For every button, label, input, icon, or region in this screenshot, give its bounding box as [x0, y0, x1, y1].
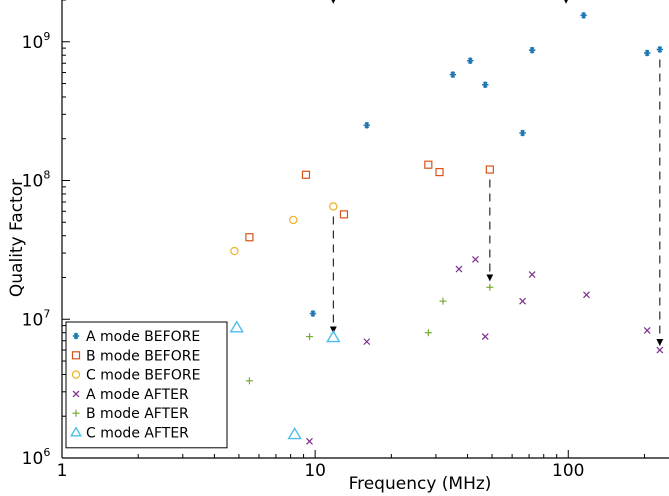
data-point	[424, 160, 433, 169]
data-point	[580, 12, 587, 19]
data-point	[656, 46, 664, 53]
data-point	[519, 129, 526, 137]
legend-marker	[71, 370, 81, 379]
series-a-mode-after	[306, 255, 664, 445]
series-c-mode-before	[230, 202, 338, 256]
x-axis-title: Frequency (MHz)	[349, 474, 492, 494]
data-point	[486, 283, 494, 291]
data-point	[528, 271, 536, 278]
marks-layer	[229, 12, 664, 445]
data-point	[424, 329, 432, 337]
data-point	[519, 297, 527, 305]
data-point	[326, 330, 341, 343]
x-tick-label: 10	[304, 461, 326, 481]
legend-marker	[69, 426, 83, 437]
legend-item: A mode AFTER	[72, 387, 189, 403]
legend-marker	[72, 390, 80, 398]
y-tick-label: 106	[22, 446, 51, 469]
data-point	[339, 210, 349, 219]
legend-label: A mode BEFORE	[86, 329, 200, 345]
legend-label: C mode BEFORE	[86, 368, 200, 384]
data-point	[305, 333, 313, 341]
data-point	[329, 202, 338, 211]
data-point	[482, 81, 489, 88]
legend-item: B mode BEFORE	[71, 348, 200, 364]
legend: A mode BEFORE B mode BEFORE C mode BEFORE A…	[65, 321, 228, 449]
y-axis-title: Quality Factor	[7, 179, 27, 297]
data-point	[289, 215, 298, 225]
data-point	[467, 57, 474, 64]
legend-label: C mode AFTER	[86, 426, 189, 442]
y-tick-label: 109	[22, 30, 51, 53]
data-point	[455, 265, 463, 273]
legend-label: A mode AFTER	[86, 387, 189, 403]
y-tick-label: 107	[22, 307, 51, 330]
data-point	[363, 338, 371, 346]
data-point	[643, 49, 651, 57]
data-point	[481, 333, 489, 341]
legend-item: C mode BEFORE	[71, 368, 200, 384]
data-point	[287, 426, 302, 440]
data-point	[306, 437, 313, 445]
data-point	[583, 291, 590, 299]
series-a-mode-before	[309, 12, 664, 317]
legend-item: B mode AFTER	[72, 406, 189, 422]
data-point	[301, 170, 311, 179]
data-point	[435, 167, 444, 177]
legend-item: C mode AFTER	[69, 426, 189, 442]
data-point	[528, 46, 536, 54]
series-c-mode-after	[229, 320, 341, 440]
data-point	[229, 320, 244, 333]
data-point	[449, 71, 457, 78]
y-tick-label: 108	[22, 169, 51, 192]
data-point	[485, 165, 494, 174]
data-point	[309, 310, 317, 317]
data-point	[472, 255, 479, 263]
legend-label: B mode AFTER	[86, 406, 189, 422]
data-point	[245, 377, 253, 385]
legend-label: B mode BEFORE	[86, 348, 200, 364]
arrows-layer	[329, 0, 664, 346]
x-tick-label: 1	[57, 461, 68, 481]
data-point	[439, 297, 447, 305]
x-tick-label: 100	[552, 461, 584, 481]
series-b-mode-after	[245, 283, 494, 385]
legend-box	[65, 321, 228, 449]
data-point	[230, 246, 239, 256]
series-b-mode-before	[245, 160, 494, 242]
data-point	[363, 122, 371, 129]
legend-marker	[72, 332, 80, 340]
legend-marker	[71, 351, 81, 360]
data-point	[656, 346, 664, 354]
data-point	[245, 233, 254, 242]
legend-item: A mode BEFORE	[72, 329, 200, 345]
legend-marker	[72, 409, 80, 417]
axes-layer: 1 10 100 106 107 108 109	[22, 0, 669, 481]
data-point	[643, 327, 651, 334]
